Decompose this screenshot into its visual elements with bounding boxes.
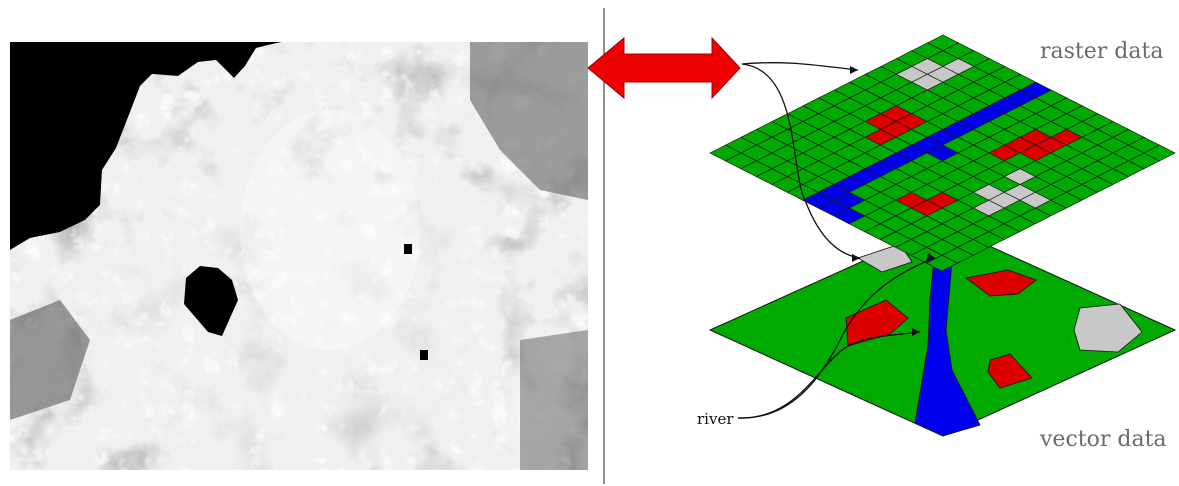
river-connector-lower [737, 331, 921, 419]
connector-lines [737, 62, 936, 419]
vector-data-label: vector data [1039, 427, 1167, 452]
arrowhead-icon [912, 328, 920, 336]
connector-to-raster [741, 62, 859, 71]
raster-cell [925, 254, 959, 272]
elevation-raster-image [10, 42, 588, 470]
vector-river [914, 257, 981, 437]
river-connector-upper [737, 257, 936, 419]
vector-crop-top [965, 269, 1037, 297]
arrowheads [850, 66, 935, 336]
raster-layer [709, 34, 1176, 272]
connector-to-vector [741, 63, 861, 259]
vector-layer [708, 224, 1177, 437]
double-arrow-icon [587, 36, 741, 100]
raster-data-label: raster data [1040, 39, 1163, 64]
arrowhead-icon [852, 254, 860, 262]
vector-crop-left [845, 299, 909, 347]
vector-urban-top [857, 243, 913, 273]
river-label: river [697, 410, 734, 428]
vector-urban-right [1073, 303, 1143, 353]
arrowhead-icon [850, 66, 858, 74]
arrowhead-icon [926, 253, 935, 261]
vector-crop-bottom [987, 353, 1033, 389]
